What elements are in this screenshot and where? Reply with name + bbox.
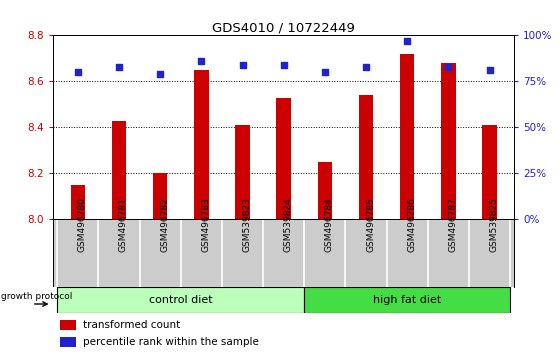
Bar bbox=[57, 287, 304, 313]
Bar bbox=[70, 185, 85, 219]
Point bbox=[444, 64, 453, 69]
Bar bbox=[400, 54, 414, 219]
Text: GSM496780: GSM496780 bbox=[78, 198, 87, 252]
Text: GSM539825: GSM539825 bbox=[490, 198, 499, 252]
Point bbox=[279, 62, 288, 68]
Text: GSM496781: GSM496781 bbox=[119, 198, 128, 252]
Bar bbox=[235, 125, 250, 219]
Text: transformed count: transformed count bbox=[83, 320, 181, 330]
Text: GSM496786: GSM496786 bbox=[407, 198, 416, 252]
Point bbox=[115, 64, 124, 69]
Bar bbox=[304, 287, 510, 313]
Title: GDS4010 / 10722449: GDS4010 / 10722449 bbox=[212, 21, 355, 34]
Text: GSM539823: GSM539823 bbox=[243, 198, 252, 252]
Point bbox=[485, 68, 494, 73]
Point bbox=[197, 58, 206, 64]
Text: GSM539824: GSM539824 bbox=[283, 198, 293, 252]
Text: percentile rank within the sample: percentile rank within the sample bbox=[83, 337, 259, 347]
Point bbox=[156, 71, 165, 77]
Text: growth protocol: growth protocol bbox=[1, 292, 73, 301]
Bar bbox=[112, 121, 126, 219]
Bar bbox=[318, 162, 332, 219]
Bar bbox=[153, 173, 167, 219]
Text: GSM496783: GSM496783 bbox=[201, 198, 210, 252]
Text: high fat diet: high fat diet bbox=[373, 295, 442, 305]
Point bbox=[362, 64, 371, 69]
Text: GSM496785: GSM496785 bbox=[366, 198, 375, 252]
Point bbox=[73, 69, 82, 75]
Bar bbox=[60, 320, 76, 330]
Bar bbox=[482, 125, 497, 219]
Text: control diet: control diet bbox=[149, 295, 212, 305]
Bar bbox=[60, 337, 76, 348]
Point bbox=[320, 69, 329, 75]
Point bbox=[402, 38, 411, 44]
Bar bbox=[441, 63, 456, 219]
Text: GSM496784: GSM496784 bbox=[325, 198, 334, 252]
Bar bbox=[277, 98, 291, 219]
Point bbox=[238, 62, 247, 68]
Bar bbox=[194, 70, 209, 219]
Bar bbox=[359, 95, 373, 219]
Text: GSM496782: GSM496782 bbox=[160, 198, 169, 252]
Text: GSM496787: GSM496787 bbox=[448, 198, 457, 252]
